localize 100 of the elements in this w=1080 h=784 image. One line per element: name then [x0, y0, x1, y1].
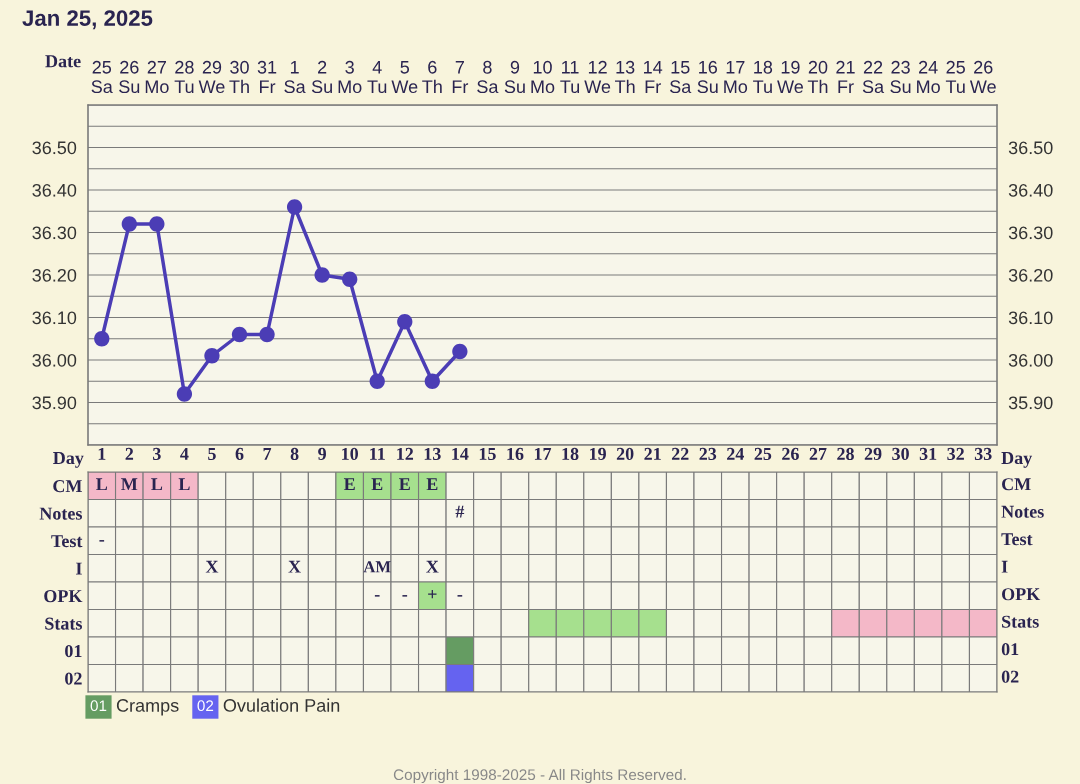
y-tick-label: Test	[1001, 533, 1033, 546]
x-tick-label: 11	[370, 447, 385, 460]
category-label: 01	[90, 700, 107, 712]
x-tick-label: 17 Mo	[724, 61, 748, 94]
x-tick-label: 32	[947, 447, 964, 460]
x-tick-label: 5 We	[391, 61, 418, 94]
x-tick-label: 2	[125, 447, 134, 460]
x-tick-label: 27 Mo	[145, 60, 169, 94]
point	[342, 271, 358, 287]
point	[204, 348, 220, 364]
x-tick-label: 9 Su	[504, 60, 525, 94]
y-tick-label: 36.00	[32, 353, 77, 367]
point	[314, 267, 330, 283]
text: E	[426, 478, 438, 491]
x-tick-label: 10 Mo	[531, 60, 555, 94]
x-tick-label: 25 Sa	[91, 60, 113, 94]
x-tick-label: 16	[507, 447, 524, 460]
x-tick-label: 5	[208, 448, 216, 460]
text: -	[374, 595, 380, 597]
x-tick-label: 24 Mo	[917, 60, 940, 94]
category-label: 02	[197, 700, 214, 712]
text: AM	[363, 561, 391, 573]
x-tick-label: 7	[263, 448, 272, 460]
x-tick-label: 9	[318, 447, 326, 460]
point	[286, 199, 303, 215]
text: X	[426, 560, 439, 573]
x-tick-label: 19	[590, 447, 606, 460]
x-tick-label: 33	[974, 447, 992, 460]
text: E	[343, 478, 355, 491]
y-tick-label: 36.10	[32, 311, 77, 325]
x-tick-label: 22	[671, 447, 689, 460]
text: M	[121, 478, 138, 491]
x-tick-label: 11 Tu	[560, 61, 580, 94]
y-tick-label: OPK	[1002, 588, 1041, 601]
text: Copyright 1998-2025 - All Rights Reserved.	[393, 768, 686, 784]
x-tick-label: 20 Th	[807, 60, 828, 93]
x-tick-label: 10	[342, 447, 359, 460]
text: -	[402, 595, 408, 597]
x-tick-label: 29	[864, 447, 882, 460]
text: Cramps	[116, 699, 179, 716]
x-tick-label: 6	[235, 447, 244, 460]
x-tick-label: 30 Th	[229, 60, 249, 93]
x-tick-label: 8	[290, 447, 299, 460]
x-tick-label: 3	[153, 447, 161, 460]
y-tick-label: Notes	[1001, 505, 1044, 518]
point	[176, 386, 193, 402]
x-tick-label: 15 Sa	[670, 61, 692, 94]
x-tick-label: 26	[782, 447, 799, 460]
x-tick-label: 4	[180, 447, 189, 460]
text: L	[178, 478, 190, 491]
text: #	[455, 505, 465, 518]
x-tick-label: 18 Tu	[753, 60, 773, 94]
point	[424, 373, 440, 389]
x-tick-label: 12 We	[584, 60, 611, 94]
text: -	[457, 595, 463, 597]
x-tick-label: 29 We	[198, 60, 225, 94]
text: X	[205, 560, 219, 573]
y-tick-label: CM	[1002, 478, 1031, 491]
point	[121, 216, 137, 232]
x-tick-label: 27	[809, 447, 827, 460]
x-tick-label: 13	[424, 447, 441, 460]
x-tick-label: 8 Sa	[477, 60, 499, 94]
x-tick-label: 15	[479, 447, 496, 460]
x-tick-label: 2 Su	[311, 60, 332, 94]
x-tick-label: 28 Tu	[174, 60, 194, 94]
x-tick-label: 31	[919, 447, 937, 460]
x-tick-label: 30	[892, 447, 909, 460]
y-tick-label: 35.90	[32, 396, 77, 410]
text: +	[428, 589, 437, 599]
text: Day	[1001, 452, 1033, 468]
x-axis-title: Date	[45, 55, 81, 68]
x-tick-label: 1	[98, 447, 106, 460]
x-tick-label: 26 We	[969, 60, 996, 94]
chart-title: Jan 25, 2025	[22, 10, 153, 30]
x-tick-label: 12	[397, 447, 414, 460]
x-tick-label: 3 Mo	[338, 60, 362, 94]
x-tick-label: 21	[644, 447, 661, 460]
y-tick-label: 36.40	[32, 183, 77, 197]
point	[149, 216, 165, 232]
x-tick-label: 25	[754, 447, 772, 460]
x-tick-label: 18	[562, 447, 579, 460]
text: L	[96, 478, 108, 491]
x-tick-label: 17	[534, 447, 552, 460]
x-tick-label: 26 Su	[119, 60, 140, 94]
y-tick-label: I	[1001, 560, 1008, 573]
x-tick-label: 24	[727, 447, 745, 460]
text: -	[99, 540, 105, 542]
x-tick-label: 7 Fr	[452, 61, 469, 93]
x-tick-label: 23 Su	[890, 60, 911, 94]
x-tick-label: 28	[837, 447, 854, 460]
x-tick-label: 23	[699, 447, 717, 460]
x-tick-label: 25 Tu	[945, 60, 965, 94]
x-tick-label: 14	[452, 447, 469, 460]
point	[397, 314, 413, 330]
text: X	[288, 560, 301, 573]
y-tick-label: 36.30	[32, 226, 77, 240]
text: E	[399, 478, 410, 491]
x-tick-label: 13 Th	[615, 60, 635, 93]
y-tick-label: 36.20	[32, 268, 77, 282]
text: Ovulation Pain	[223, 698, 340, 712]
